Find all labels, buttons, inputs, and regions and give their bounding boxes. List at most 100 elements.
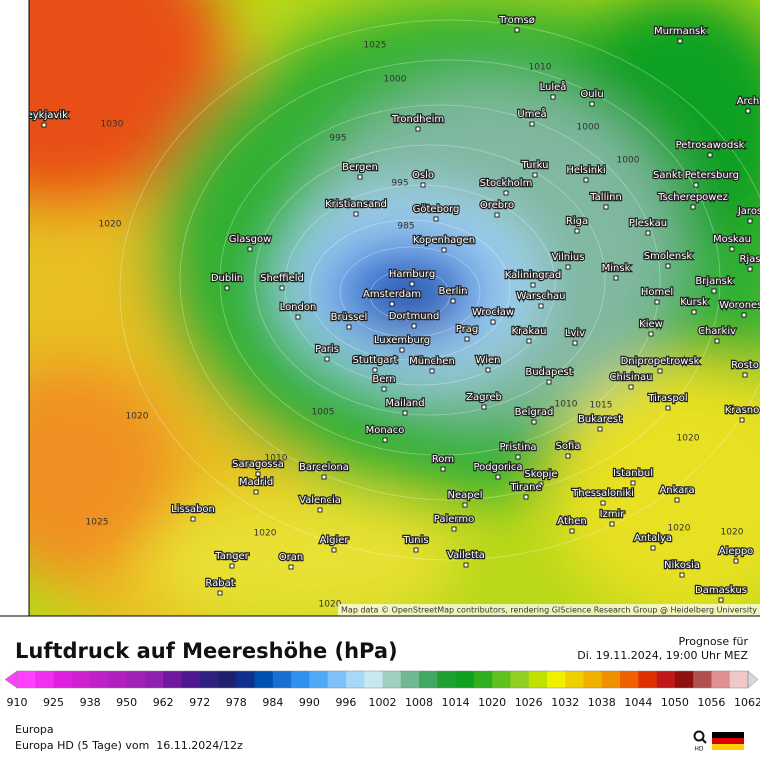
city-label: Luleå — [540, 80, 567, 93]
colorbar-arrow-high — [747, 670, 759, 689]
city-dot — [357, 174, 363, 180]
colorbar-swatch — [199, 671, 219, 688]
city-dot — [650, 545, 656, 551]
city-dot — [381, 386, 387, 392]
city-dot — [382, 437, 388, 443]
isobar-label: 1020 — [126, 412, 149, 422]
city-dot — [494, 212, 500, 218]
city-label: Mailand — [385, 398, 424, 409]
city-dot — [402, 410, 408, 416]
isobar-label: 1020 — [721, 528, 744, 538]
city-dot — [253, 489, 259, 495]
title: Luftdruck auf Meereshöhe (hPa) — [15, 639, 398, 663]
city-label: Rabat — [205, 578, 234, 589]
city-dot — [514, 27, 520, 33]
city-label: Homel — [641, 287, 673, 298]
city-dot — [190, 516, 196, 522]
city-dot — [707, 152, 713, 158]
colorbar-tick-label: 1002 — [369, 696, 397, 709]
colorbar-swatch — [546, 671, 566, 688]
city-dot — [399, 347, 405, 353]
city-dot — [372, 367, 378, 373]
city-dot — [346, 324, 352, 330]
city-dot — [645, 230, 651, 236]
isobar-label: 1030 — [101, 120, 124, 130]
colorbar-frame — [16, 670, 749, 689]
city-dot — [532, 172, 538, 178]
region: Europa — [15, 723, 54, 736]
city-label: Barcelona — [299, 462, 349, 473]
city-label: Saragossa — [232, 459, 284, 470]
city-dot — [279, 285, 285, 291]
colorbar: 910 925 938 950 962 972 978 984 990 996 1002 1008 10… — [4, 670, 760, 709]
city-dot — [565, 264, 571, 270]
colorbar-swatch — [711, 671, 731, 688]
city-label: Tromsø — [498, 15, 535, 26]
city-label: Stockholm — [480, 178, 533, 189]
isobar-label: 995 — [391, 179, 408, 189]
city-dot — [529, 121, 535, 127]
colorbar-swatch — [729, 671, 749, 688]
colorbar-tick-label: 978 — [226, 696, 247, 709]
colorbar-tick-label: 1014 — [442, 696, 470, 709]
city-label: Charkiv — [698, 326, 736, 337]
city-dot — [224, 285, 230, 291]
isobar-label: 1010 — [265, 454, 288, 464]
city-dot — [503, 190, 509, 196]
city-label: Woronesh — [719, 300, 760, 311]
city-label: Moskau — [713, 234, 751, 245]
colorbar-tick-label: 984 — [262, 696, 283, 709]
city-label: Turku — [521, 160, 549, 171]
city-dot — [217, 590, 223, 596]
city-label: Izmir — [600, 509, 626, 520]
colorbar-swatch — [656, 671, 676, 688]
isobar-label: 1000 — [617, 156, 640, 166]
city-label: Algier — [319, 535, 349, 546]
city-label: Lissabon — [171, 504, 215, 515]
city-label: Pristina — [499, 442, 536, 453]
city-dot — [609, 521, 615, 527]
city-dot — [657, 368, 663, 374]
city-dot — [530, 282, 536, 288]
isobar-label: 1020 — [668, 524, 691, 534]
city-label: Kursk — [680, 297, 708, 308]
city-label: Petrosawodsk — [676, 140, 745, 151]
colorbar-swatch — [492, 671, 511, 688]
logo: HD — [693, 730, 744, 753]
city-dot — [603, 204, 609, 210]
city-label: Tunis — [402, 535, 428, 546]
city-label: Sofia — [556, 441, 581, 452]
city-label: Kristiansand — [325, 199, 387, 210]
city-dot — [546, 379, 552, 385]
city-dot — [690, 204, 696, 210]
city-dot — [429, 368, 435, 374]
city-label: Athen — [557, 516, 586, 527]
city-dot — [613, 275, 619, 281]
city-dot — [411, 323, 417, 329]
isobar-label: 1020 — [677, 434, 700, 444]
colorbar-swatch — [601, 671, 621, 688]
colorbar-tick-label: 925 — [43, 696, 64, 709]
city-dot — [462, 502, 468, 508]
isobar-label: 1005 — [312, 408, 335, 418]
city-dot — [490, 319, 496, 325]
city-label: Stuttgart — [353, 355, 398, 366]
map: 1025 1010 1030 1000 995 1000 1000 995 985 1020 102… — [29, 0, 760, 616]
city-label: Rom — [432, 454, 454, 465]
city-label: Zagreb — [466, 392, 502, 403]
city-dot — [679, 572, 685, 578]
colorbar-swatch — [17, 671, 36, 688]
city-dot — [550, 94, 556, 100]
colorbar-swatch — [565, 671, 584, 688]
city-label: Trondheim — [391, 114, 444, 125]
colorbar-swatch — [345, 671, 365, 688]
city-label: Damaskus — [695, 585, 747, 596]
city-dot — [317, 507, 323, 513]
colorbar-tick-label: 950 — [116, 696, 137, 709]
colorbar-swatch — [71, 671, 91, 688]
colorbar-arrow-low — [4, 670, 18, 689]
city-label: Tiraspol — [647, 393, 687, 404]
city-label: Kopenhagen — [413, 235, 475, 246]
city-dot — [415, 126, 421, 132]
